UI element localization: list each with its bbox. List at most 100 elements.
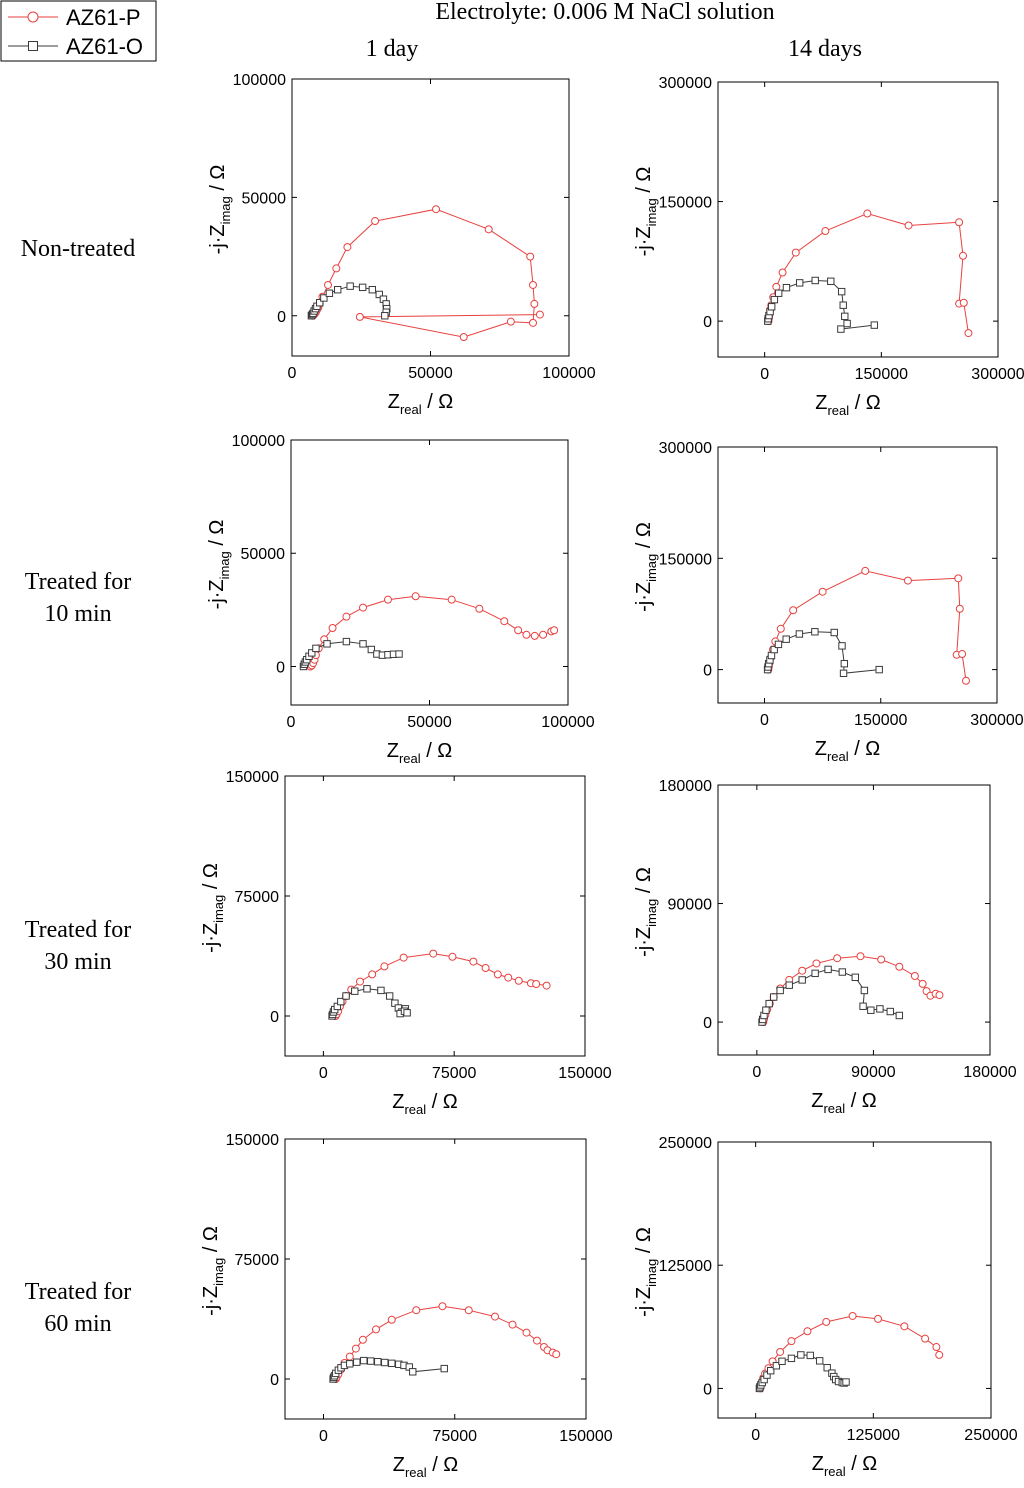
data-point-az61-p	[481, 964, 490, 972]
data-point-az61-o	[860, 986, 869, 995]
data-point-az61-p	[958, 650, 967, 659]
panel-8: 0 125000 250000 0 125000 250000 Zreal / Ω -j·Zi…	[633, 1135, 1018, 1479]
x-tick-label: 125000	[847, 1427, 900, 1444]
legend: AZ61-P AZ61-O	[0, 0, 157, 62]
data-point-az61-p	[818, 587, 827, 596]
data-point-az61-p	[447, 595, 456, 604]
data-point-az61-p	[877, 955, 886, 964]
y-tick-label: 0	[276, 659, 285, 676]
row-label-non-treated: Non-treated	[21, 236, 136, 262]
legend-label-az61-o: AZ61-O	[66, 34, 143, 59]
data-point-az61-o	[375, 290, 383, 299]
series-line-az61-p	[759, 1315, 940, 1389]
y-tick-label: 0	[277, 309, 286, 326]
x-tick-label: 150000	[558, 1065, 611, 1082]
series-line-az61-p	[762, 955, 940, 1023]
data-point-az61-p	[432, 205, 441, 214]
data-point-az61-p	[918, 979, 927, 988]
x-tick-label: 0	[760, 366, 769, 383]
x-tick-label: 300000	[971, 366, 1024, 383]
y-axis-label: -j·Zimag / Ω	[633, 1227, 659, 1317]
y-tick-label: 50000	[241, 546, 286, 563]
data-point-az61-p	[500, 617, 509, 626]
data-point-az61-p	[903, 576, 912, 585]
series-line-az61-p	[312, 208, 540, 338]
y-tick-label: 150000	[659, 551, 712, 568]
data-point-az61-o	[325, 289, 334, 297]
row-label-treated-10-line2: 10 min	[44, 601, 111, 627]
data-point-az61-p	[856, 952, 865, 961]
series-line-az61-o	[761, 968, 900, 1023]
data-point-az61-p	[508, 1320, 517, 1329]
data-point-az61-p	[955, 218, 964, 227]
row-label-treated-60-line1: Treated for	[25, 1279, 131, 1305]
panel-4: 0 150000 300000 0 150000 300000 Zreal / Ω -j·Zi…	[633, 440, 1024, 764]
data-point-az61-o	[859, 1002, 867, 1010]
data-point-az61-o	[778, 1357, 786, 1366]
data-point-az61-p	[542, 981, 551, 990]
y-tick-label: 75000	[235, 889, 280, 906]
panels: 0 50000 100000 0 50000 100000 Zreal / Ω -j·Zima…	[200, 72, 1024, 1480]
x-tick-label: 0	[288, 365, 297, 382]
data-point-az61-o	[342, 637, 351, 646]
x-tick-label: 0	[752, 1064, 761, 1081]
data-point-az61-o	[838, 968, 847, 976]
data-point-az61-o	[767, 303, 776, 311]
data-point-az61-o	[851, 973, 859, 981]
data-point-az61-p	[342, 612, 351, 621]
data-point-az61-p	[552, 1350, 561, 1359]
data-point-az61-p	[514, 976, 523, 985]
data-point-az61-o	[351, 987, 359, 995]
data-point-az61-o	[843, 319, 851, 328]
data-point-az61-o	[353, 1358, 361, 1366]
y-tick-label: 75000	[235, 1252, 280, 1269]
data-point-az61-p	[932, 1343, 941, 1352]
data-point-az61-o	[785, 981, 793, 989]
data-point-az61-p	[514, 626, 523, 635]
data-point-az61-o	[367, 1357, 375, 1365]
data-point-az61-p	[530, 631, 539, 640]
x-tick-label: 150000	[559, 1428, 612, 1445]
data-point-az61-p	[848, 1311, 857, 1320]
panel-6: 0 90000 180000 0 90000 180000 Zreal / Ω -j·Zima…	[633, 778, 1017, 1116]
data-point-az61-o	[839, 301, 847, 309]
data-point-az61-o	[838, 642, 846, 650]
legend-label-az61-p: AZ61-P	[66, 5, 141, 30]
data-point-az61-o	[870, 321, 879, 329]
data-point-az61-p	[368, 970, 377, 979]
x-axis-label: Zreal / Ω	[812, 1453, 878, 1479]
data-point-az61-p	[459, 333, 468, 342]
data-point-az61-o	[346, 1360, 354, 1368]
y-axis-label: -j·Zimag / Ω	[207, 165, 233, 255]
data-point-az61-o	[395, 650, 403, 658]
data-point-az61-p	[787, 1337, 796, 1346]
plot-frame	[717, 1141, 992, 1419]
data-point-az61-p	[776, 624, 785, 633]
data-point-az61-o	[770, 645, 778, 654]
y-axis-label: -j·Zimag / Ω	[206, 520, 232, 610]
data-point-az61-p	[383, 595, 392, 604]
data-point-az61-o	[824, 965, 832, 974]
x-tick-label: 50000	[407, 714, 452, 731]
data-point-az61-p	[355, 312, 364, 321]
data-point-az61-p	[412, 1306, 421, 1315]
data-point-az61-o	[795, 279, 804, 287]
data-point-az61-o	[895, 1011, 904, 1020]
plot-frame	[284, 1138, 587, 1420]
x-tick-label: 75000	[433, 1428, 478, 1445]
data-point-az61-o	[823, 1364, 831, 1372]
row-label-treated-10-line1: Treated for	[25, 569, 131, 595]
data-point-az61-p	[863, 209, 872, 218]
data-point-az61-p	[900, 1322, 909, 1331]
data-point-az61-p	[539, 630, 548, 639]
y-tick-label: 150000	[226, 769, 279, 786]
data-point-az61-p	[822, 1317, 831, 1326]
data-point-az61-p	[959, 298, 968, 307]
x-tick-label: 50000	[408, 365, 453, 382]
x-tick-label: 300000	[970, 712, 1023, 729]
y-tick-label: 100000	[232, 433, 285, 450]
data-point-az61-o	[811, 276, 819, 285]
data-point-az61-o	[334, 286, 342, 294]
y-axis-label: -j·Zimag / Ω	[633, 167, 659, 257]
x-axis-label: Zreal / Ω	[387, 740, 453, 766]
